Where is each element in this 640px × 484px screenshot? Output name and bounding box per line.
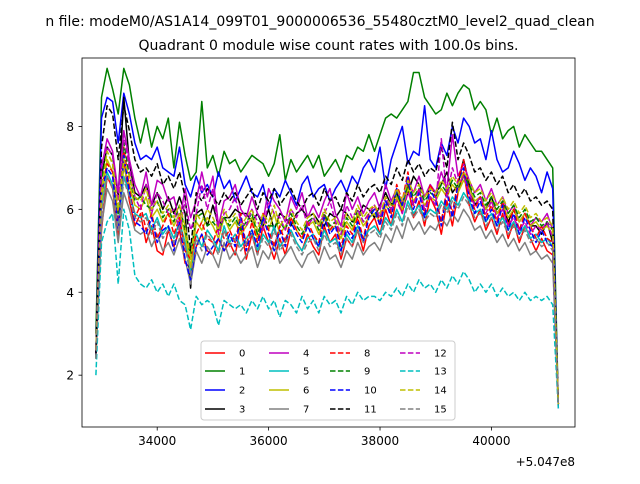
legend-label-7: 7 [303, 405, 309, 416]
legend-label-9: 9 [364, 367, 370, 378]
x-tick-label: 38000 [361, 434, 399, 448]
axes-layer: 34000 36000 38000 40000 2 4 6 8 [66, 120, 510, 448]
legend-label-11: 11 [364, 405, 377, 416]
x-tick-label: 36000 [250, 434, 288, 448]
series-line-2 [95, 92, 560, 409]
y-tick-label: 4 [66, 286, 74, 300]
chart-title: Quadrant 0 module wise count rates with … [139, 38, 519, 54]
legend-label-12: 12 [434, 349, 447, 360]
series-line-10 [95, 154, 560, 405]
y-tick-label: 2 [66, 369, 74, 383]
legend-label-2: 2 [239, 386, 245, 397]
series-line-15 [95, 175, 560, 405]
legend-label-5: 5 [303, 367, 309, 378]
x-tick-label: 34000 [138, 434, 176, 448]
series-line-7 [95, 187, 560, 405]
plot-frame [81, 57, 576, 428]
legend-label-10: 10 [364, 386, 377, 397]
series-line-1 [95, 67, 560, 405]
y-tick-label: 6 [66, 203, 74, 217]
legend-label-15: 15 [434, 405, 447, 416]
series-line-14 [95, 150, 560, 405]
series-line-11 [95, 104, 560, 405]
legend-label-3: 3 [239, 405, 245, 416]
series-line-9 [95, 142, 560, 405]
series-line-5 [95, 171, 560, 405]
legend-label-8: 8 [364, 349, 370, 360]
series-layer [95, 67, 560, 409]
legend-frame [200, 340, 456, 421]
series-line-12 [95, 133, 560, 405]
x-axis-offset-label: +5.047e8 [516, 455, 575, 469]
series-line-8 [95, 146, 560, 405]
x-tick-label: 40000 [472, 434, 510, 448]
legend-label-0: 0 [239, 349, 245, 360]
figure-suptitle: n file: modeM0/AS1A14_099T01_9000006536_… [45, 14, 594, 30]
legend-label-14: 14 [434, 386, 447, 397]
legend-label-13: 13 [434, 367, 447, 378]
legend-label-4: 4 [303, 349, 309, 360]
legend-label-6: 6 [303, 386, 309, 397]
series-line-13 [95, 208, 560, 409]
y-tick-label: 8 [66, 120, 74, 134]
legend-label-1: 1 [239, 367, 245, 378]
